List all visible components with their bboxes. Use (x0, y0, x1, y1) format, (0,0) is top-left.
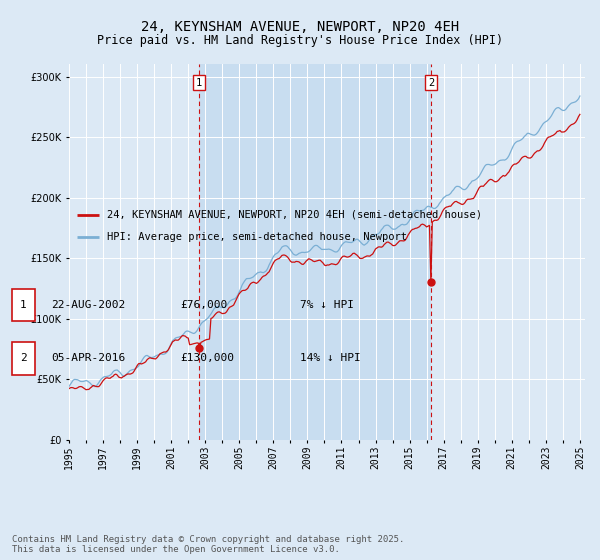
Text: 14% ↓ HPI: 14% ↓ HPI (300, 353, 361, 363)
Text: 24, KEYNSHAM AVENUE, NEWPORT, NP20 4EH: 24, KEYNSHAM AVENUE, NEWPORT, NP20 4EH (141, 20, 459, 34)
Text: 24, KEYNSHAM AVENUE, NEWPORT, NP20 4EH (semi-detached house): 24, KEYNSHAM AVENUE, NEWPORT, NP20 4EH (… (107, 210, 482, 220)
Text: Contains HM Land Registry data © Crown copyright and database right 2025.
This d: Contains HM Land Registry data © Crown c… (12, 535, 404, 554)
Text: 2: 2 (428, 77, 434, 87)
Bar (199, 64, 431, 440)
Text: HPI: Average price, semi-detached house, Newport: HPI: Average price, semi-detached house,… (107, 232, 407, 242)
Text: 22-AUG-2002: 22-AUG-2002 (51, 300, 125, 310)
Text: £130,000: £130,000 (180, 353, 234, 363)
Text: 05-APR-2016: 05-APR-2016 (51, 353, 125, 363)
Text: 2: 2 (20, 353, 27, 363)
Text: Price paid vs. HM Land Registry's House Price Index (HPI): Price paid vs. HM Land Registry's House … (97, 34, 503, 46)
Text: 1: 1 (20, 300, 27, 310)
Text: £76,000: £76,000 (180, 300, 227, 310)
Text: 1: 1 (196, 77, 202, 87)
Text: 7% ↓ HPI: 7% ↓ HPI (300, 300, 354, 310)
